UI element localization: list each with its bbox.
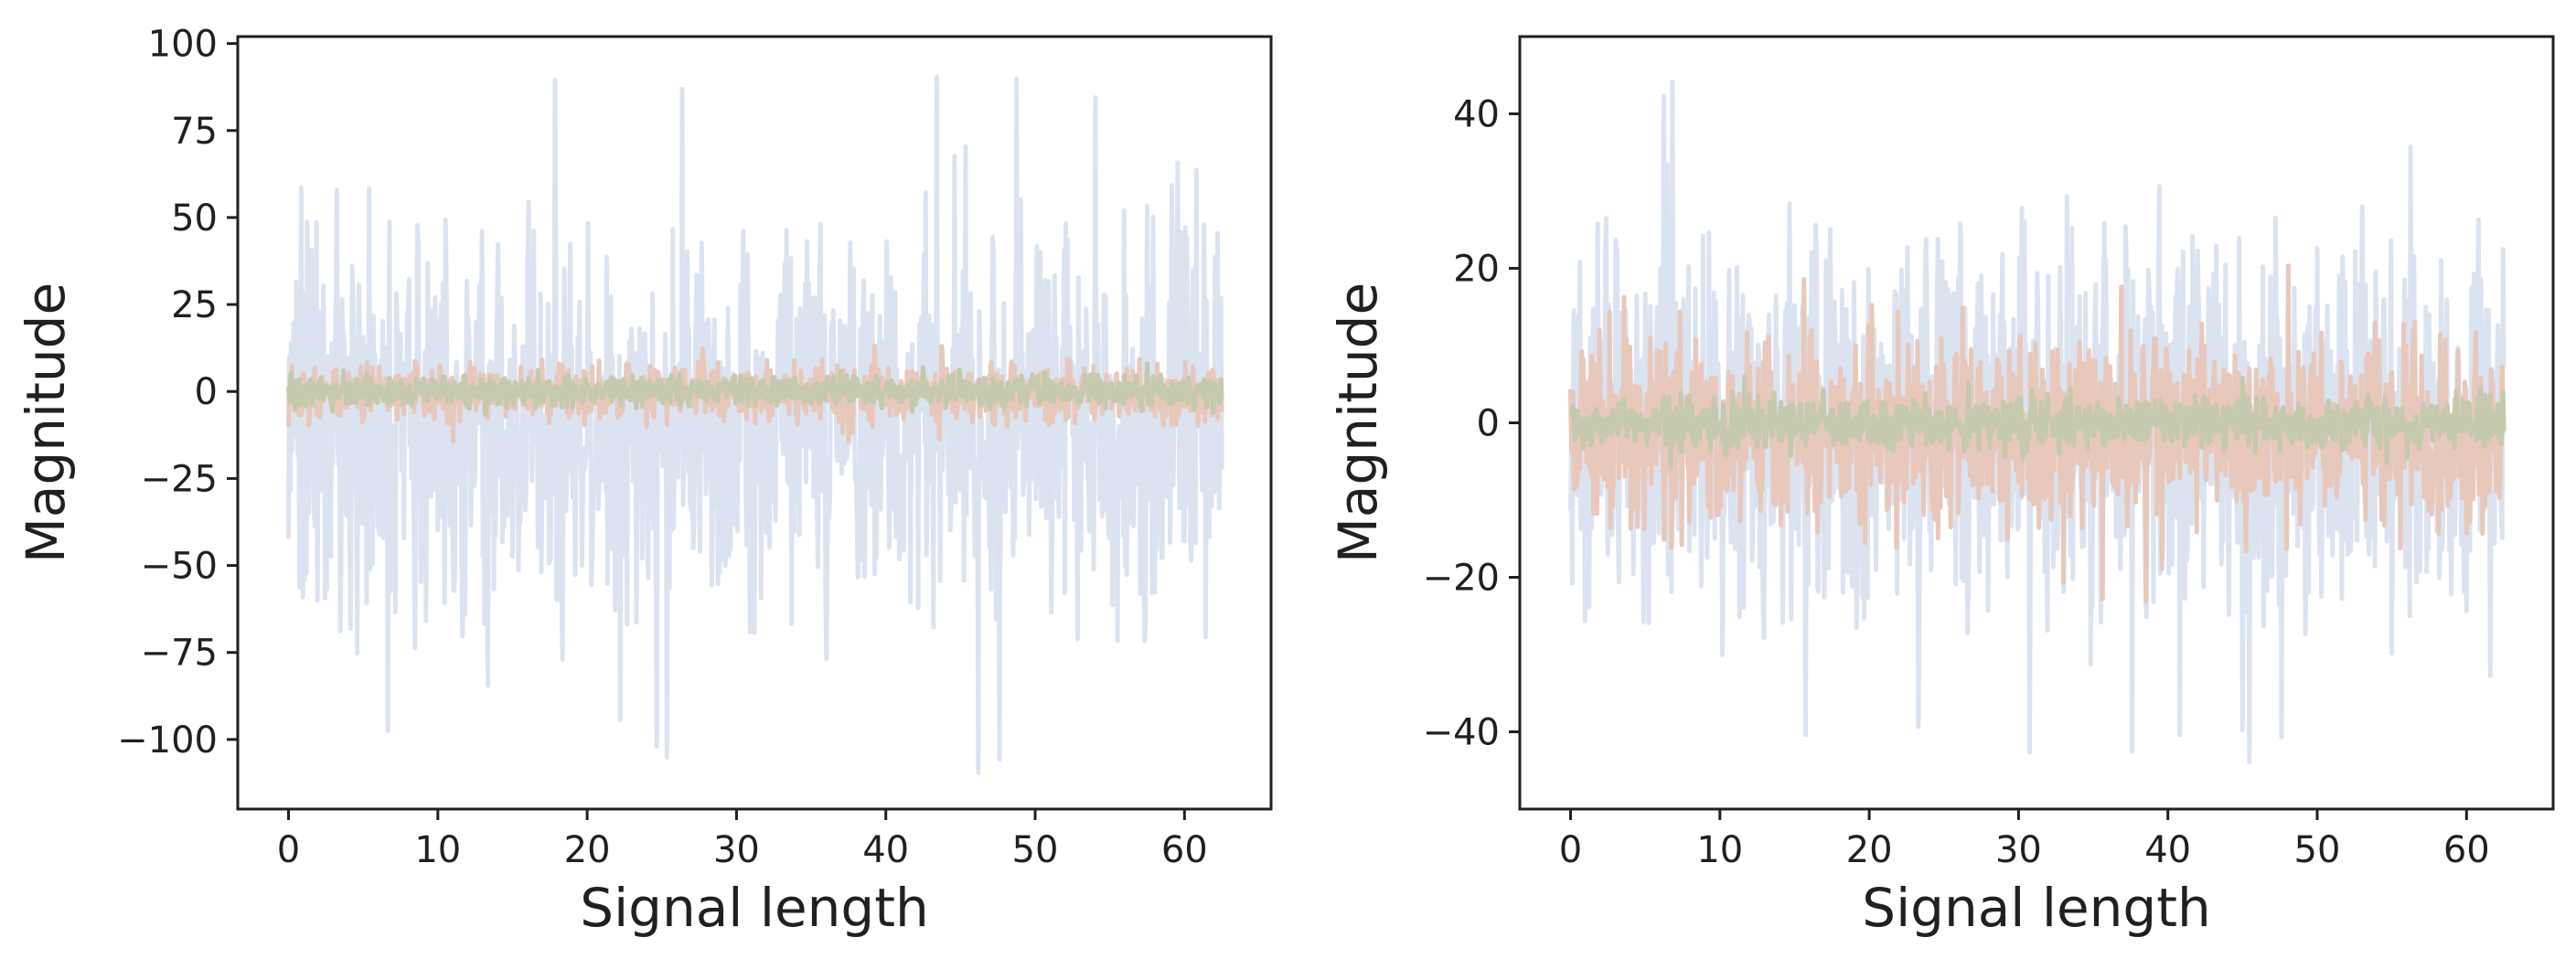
y-tick-label: −40 [1423,712,1500,754]
x-tick-label: 40 [2144,829,2191,871]
x-tick-label: 20 [564,829,611,871]
x-tick-label: 30 [713,829,760,871]
y-tick-label: 50 [171,197,218,240]
chart-1: 0 10 20 30 40 50 60 −100 −75 −50 −25 0 25 50 75 100 Sign… [15,24,1273,939]
y-axis-label: Magnitude [1327,282,1389,563]
series-group [286,74,1224,775]
x-tick-label: 30 [1995,829,2042,871]
y-tick-label: 0 [195,371,218,413]
x-tick-label: 0 [277,829,300,871]
y-tick-label: 20 [1453,249,1500,291]
x-tick-label: 10 [1696,829,1743,871]
x-axis-label: Signal length [1862,877,2210,939]
series-line-3 [1568,374,2507,470]
x-tick-label: 50 [1012,829,1059,871]
y-tick-label: 40 [1453,94,1500,136]
y-tick-label: −20 [1423,558,1500,600]
y-tick-label: 0 [1477,403,1500,445]
x-tick-label: 50 [2294,829,2341,871]
x-tick-label: 60 [2443,829,2490,871]
y-tick-label: −100 [117,719,218,762]
x-tick-label: 10 [414,829,461,871]
y-tick-label: 25 [171,284,218,326]
x-tick-label: 0 [1559,829,1582,871]
y-tick-label: 100 [148,24,218,66]
x-tick-label: 60 [1161,829,1208,871]
chart-2: 0 10 20 30 40 50 60 −40 −20 0 20 40 Signal length Mag… [1327,35,2555,939]
y-tick-label: −25 [141,458,218,500]
plot-frame [236,35,1273,811]
y-tick-label: −75 [141,633,218,675]
series-group [1568,80,2507,764]
x-axis-label: Signal length [580,877,928,939]
y-tick-label: −50 [141,546,218,588]
y-axis-label: Magnitude [15,282,77,563]
series-line-3 [286,361,1224,418]
x-tick-label: 40 [862,829,909,871]
x-tick-label: 20 [1846,829,1893,871]
y-tick-label: 75 [171,111,218,153]
series-line-1 [286,74,1224,775]
